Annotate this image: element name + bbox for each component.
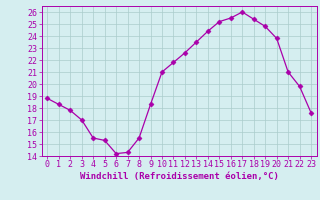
X-axis label: Windchill (Refroidissement éolien,°C): Windchill (Refroidissement éolien,°C) [80, 172, 279, 181]
